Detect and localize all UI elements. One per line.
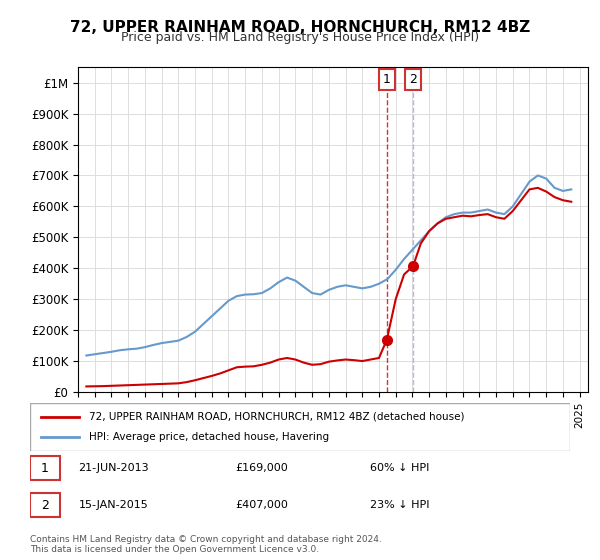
Text: 72, UPPER RAINHAM ROAD, HORNCHURCH, RM12 4BZ (detached house): 72, UPPER RAINHAM ROAD, HORNCHURCH, RM12… [89,412,465,422]
Text: HPI: Average price, detached house, Havering: HPI: Average price, detached house, Have… [89,432,329,442]
Text: 2: 2 [409,73,417,86]
FancyBboxPatch shape [30,456,60,480]
FancyBboxPatch shape [30,403,570,451]
Text: 2: 2 [41,499,49,512]
Text: 21-JUN-2013: 21-JUN-2013 [79,463,149,473]
Text: £169,000: £169,000 [235,463,288,473]
Text: 23% ↓ HPI: 23% ↓ HPI [370,500,430,510]
Text: £407,000: £407,000 [235,500,288,510]
Text: 72, UPPER RAINHAM ROAD, HORNCHURCH, RM12 4BZ: 72, UPPER RAINHAM ROAD, HORNCHURCH, RM12… [70,20,530,35]
FancyBboxPatch shape [30,493,60,517]
Text: 60% ↓ HPI: 60% ↓ HPI [370,463,430,473]
Text: 1: 1 [41,462,49,475]
Text: Contains HM Land Registry data © Crown copyright and database right 2024.
This d: Contains HM Land Registry data © Crown c… [30,535,382,554]
Text: Price paid vs. HM Land Registry's House Price Index (HPI): Price paid vs. HM Land Registry's House … [121,31,479,44]
Text: 15-JAN-2015: 15-JAN-2015 [79,500,148,510]
Text: 1: 1 [383,73,391,86]
